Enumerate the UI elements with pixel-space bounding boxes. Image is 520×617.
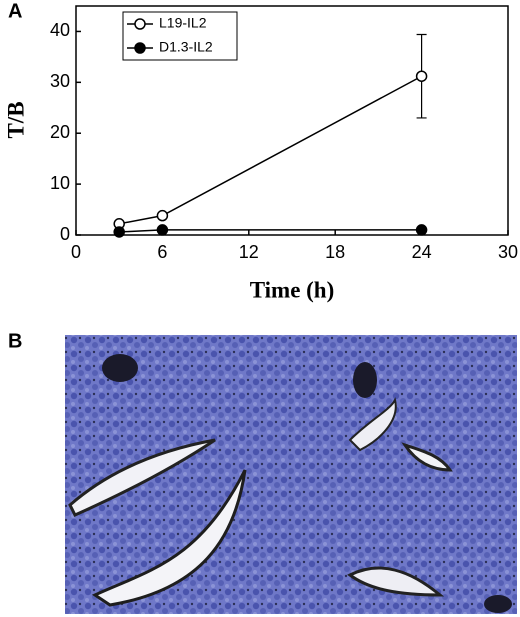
legend-marker xyxy=(134,42,146,54)
y-tick-label: 30 xyxy=(50,71,70,91)
marker xyxy=(156,209,169,222)
x-tick-label: 12 xyxy=(239,242,259,262)
series-line xyxy=(119,75,422,225)
x-axis-label: Time (h) xyxy=(250,277,335,302)
chart: Time (h) T/B xyxy=(3,5,509,302)
y-tick-label: 40 xyxy=(50,20,70,40)
micrograph xyxy=(65,335,517,614)
y-tick-label: 20 xyxy=(50,122,70,142)
legend-label: D1.3-IL2 xyxy=(159,39,213,55)
legend-label: L19-IL2 xyxy=(159,15,207,31)
x-tick-label: 18 xyxy=(325,242,345,262)
x-tick-label: 24 xyxy=(412,242,432,262)
y-axis-label: T/B xyxy=(3,101,28,138)
marker xyxy=(415,224,428,236)
marker xyxy=(415,70,428,82)
marker xyxy=(156,224,169,236)
panel-label: A xyxy=(8,0,22,22)
legend-marker xyxy=(134,18,146,30)
plot-frame xyxy=(75,5,509,236)
y-tick-label: 0 xyxy=(60,224,70,244)
x-tick-label: 30 xyxy=(498,242,518,262)
y-tick-label: 10 xyxy=(50,173,70,193)
panel-label: B xyxy=(8,330,22,352)
x-tick-label: 0 xyxy=(71,242,81,262)
marker xyxy=(113,226,125,238)
x-tick-label: 6 xyxy=(157,242,167,262)
